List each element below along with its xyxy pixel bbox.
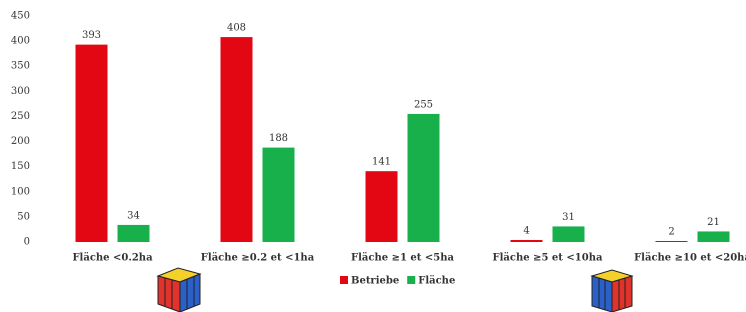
bar bbox=[511, 240, 543, 242]
y-tick-label: 200 bbox=[11, 136, 30, 147]
data-label: 408 bbox=[227, 23, 246, 34]
y-tick-label: 100 bbox=[11, 186, 30, 197]
legend-swatch bbox=[407, 276, 415, 284]
y-tick-label: 0 bbox=[24, 237, 30, 248]
cube-icon bbox=[592, 270, 632, 312]
bar bbox=[656, 241, 688, 242]
data-label: 34 bbox=[127, 210, 140, 221]
data-label: 2 bbox=[668, 226, 674, 237]
x-tick-label: Fläche ≥1 et <5ha bbox=[351, 253, 454, 264]
bar bbox=[408, 114, 440, 242]
x-tick-label: Fläche <0.2ha bbox=[72, 253, 153, 264]
bar bbox=[118, 225, 150, 242]
y-tick-label: 250 bbox=[11, 111, 30, 122]
bar bbox=[553, 226, 585, 242]
y-tick-label: 50 bbox=[17, 211, 30, 222]
data-label: 255 bbox=[414, 99, 433, 110]
y-tick-label: 350 bbox=[11, 61, 30, 72]
bar bbox=[366, 171, 398, 242]
chart: 0 50 100 150 200 250 300 350 400 450 Fläche <0.2ha… bbox=[0, 0, 746, 312]
bar bbox=[76, 45, 108, 242]
legend-swatch bbox=[340, 276, 348, 284]
y-tick-label: 400 bbox=[11, 36, 30, 47]
bar bbox=[221, 37, 253, 242]
data-label: 141 bbox=[372, 157, 391, 168]
data-label: 188 bbox=[269, 133, 288, 144]
cube-icon bbox=[158, 268, 200, 312]
bar bbox=[263, 148, 295, 242]
y-tick-label: 150 bbox=[11, 161, 30, 172]
bar bbox=[698, 231, 730, 242]
y-tick-label: 300 bbox=[11, 86, 30, 97]
x-tick-label: Fläche ≥10 et <20ha bbox=[634, 253, 746, 264]
x-tick-label: Fläche ≥5 et <10ha bbox=[493, 253, 603, 264]
x-tick-label: Fläche ≥0.2 et <1ha bbox=[201, 253, 315, 264]
data-label: 31 bbox=[562, 212, 575, 223]
data-label: 4 bbox=[523, 225, 529, 236]
data-label: 393 bbox=[82, 30, 101, 41]
data-label: 21 bbox=[707, 217, 720, 228]
legend-label: Betriebe bbox=[351, 276, 399, 287]
y-tick-label: 450 bbox=[11, 11, 30, 22]
legend-label: Fläche bbox=[418, 276, 455, 287]
